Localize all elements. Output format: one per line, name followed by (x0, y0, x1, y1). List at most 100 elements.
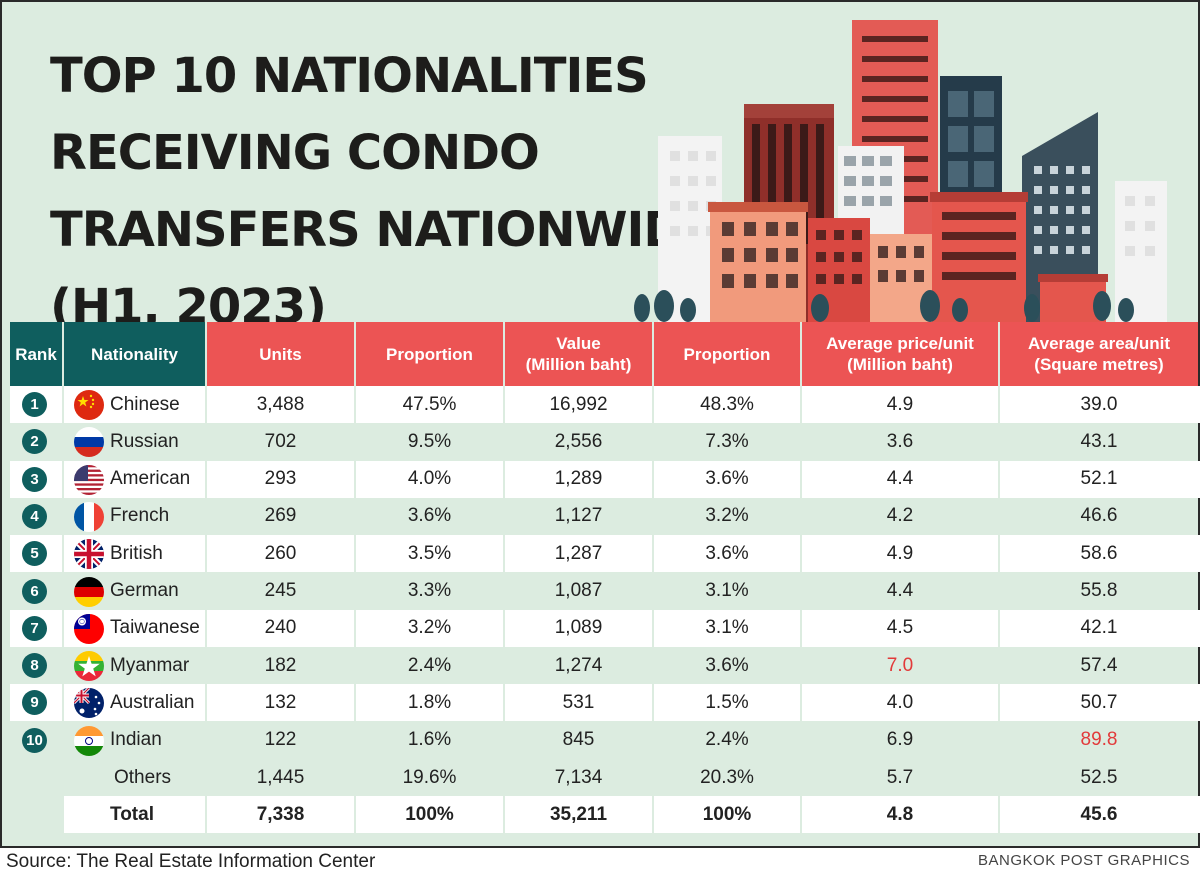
graphics-credit: BANGKOK POST GRAPHICS (978, 852, 1190, 869)
header-avg-price-line2: (Million baht) (847, 355, 953, 374)
column-divider (503, 322, 505, 834)
cell-value: 16,992 (549, 393, 608, 415)
cell-prop-units: 3.5% (407, 542, 452, 564)
cell-units: 240 (264, 617, 297, 639)
header-avg-area: Average area/unit (Square metres) (1000, 322, 1198, 386)
cell-avg-area: 46.6 (1080, 505, 1118, 527)
others-row: Others 1,445 19.6% 7,134 20.3% 5.7 52.5 (10, 759, 1200, 796)
cell-avg-price: 4.5 (886, 617, 914, 639)
infographic-frame: TOP 10 NATIONALITIES RECEIVING CONDO TRA… (0, 0, 1200, 848)
cell-prop-units: 4.0% (407, 468, 452, 490)
cell-value: 1,127 (554, 505, 603, 527)
title-line: RECEIVING CONDO (50, 125, 540, 181)
cell-prop-units: 47.5% (402, 393, 457, 415)
cell-avg-area: 55.8 (1080, 580, 1118, 601)
rank-badge: 7 (22, 615, 47, 641)
nationality-label: Myanmar (110, 654, 190, 676)
header-avg-price-line1: Average price/unit (826, 334, 974, 353)
table-row: 2 Russian 702 9.5% 2,556 7.3% 3.6 43.1 (10, 423, 1200, 460)
cell-avg-price: 4.9 (886, 542, 914, 564)
header-rank: Rank (10, 322, 62, 386)
header-value-line1: Value (556, 334, 601, 353)
table-row: 5 British 260 3.5% 1,287 3.6% 4.9 58.6 (10, 535, 1200, 573)
cell-avg-price: 6.9 (886, 729, 914, 751)
cell-prop-units: 9.5% (407, 430, 452, 452)
chart-title: TOP 10 NATIONALITIES RECEIVING CONDO TRA… (50, 38, 715, 346)
header-value-line2: (Million baht) (525, 355, 632, 374)
nationality-label: Australian (110, 691, 195, 713)
india-flag-icon (74, 725, 104, 756)
row-background (10, 609, 1200, 647)
cell-avg-area: 52.1 (1080, 468, 1118, 490)
cell-value: 845 (562, 729, 595, 751)
header-proportion-value: Proportion (654, 322, 800, 386)
cell-prop-units: 19.6% (402, 766, 457, 788)
table-row: 1 Chinese 3,488 47.5% 16,992 48.3% 4.9 39.0 (10, 386, 1200, 423)
rank-badge: 3 (22, 466, 47, 492)
cell-avg-area: 89.8 (1080, 729, 1118, 751)
cell-value: 1,089 (554, 617, 603, 639)
title-line: TRANSFERS NATIONWIDE (50, 202, 715, 258)
cell-prop-units: 3.3% (407, 580, 452, 601)
cell-prop-value: 100% (702, 803, 752, 825)
nationality-label: Taiwanese (110, 617, 200, 639)
header-avg-area-line2: (Square metres) (1034, 355, 1164, 374)
row-background (10, 684, 1200, 722)
nationality-label: British (110, 542, 163, 564)
nationality-label: American (110, 468, 191, 490)
cell-value: 1,287 (554, 542, 603, 564)
cell-prop-value: 7.3% (705, 430, 749, 452)
cell-units: 3,488 (256, 393, 305, 415)
cell-prop-units: 100% (405, 803, 454, 825)
cell-prop-value: 3.1% (705, 617, 749, 639)
cell-value: 1,274 (554, 654, 603, 676)
cell-value: 531 (562, 691, 595, 713)
cell-units: 245 (264, 580, 297, 601)
title-line: TOP 10 NATIONALITIES (50, 48, 649, 104)
table-row: 10 Indian 122 1.6% 845 2.4% 6.9 89.8 (10, 722, 1200, 759)
cell-value: 35,211 (549, 803, 608, 825)
cell-avg-price: 3.6 (886, 430, 914, 452)
table-row: 7 Taiwanese 240 3.2% 1,089 3.1% 4.5 42.1 (10, 609, 1200, 647)
cell-value: 2,556 (554, 430, 603, 452)
rank-badge: 5 (22, 541, 47, 567)
cell-prop-value: 3.6% (705, 542, 749, 564)
germany-flag-icon (74, 576, 104, 607)
header-proportion-units: Proportion (356, 322, 503, 386)
cell-avg-area: 45.6 (1080, 803, 1118, 825)
rank-badge: 1 (22, 392, 47, 417)
header-avg-area-line1: Average area/unit (1027, 334, 1171, 353)
row-background (64, 796, 1200, 834)
nationality-label: Indian (110, 729, 162, 751)
city-buildings-illustration (634, 20, 1167, 322)
cell-avg-price: 4.4 (886, 580, 914, 601)
nationality-label: Total (110, 803, 154, 825)
china-flag-icon (74, 390, 104, 420)
cell-avg-price: 7.0 (886, 654, 914, 676)
nationality-label: French (110, 505, 170, 527)
cell-value: 1,087 (554, 580, 603, 601)
rank-badge: 4 (22, 503, 47, 529)
column-divider (205, 322, 207, 834)
header-value: Value (Million baht) (505, 322, 652, 386)
cell-prop-units: 3.2% (407, 617, 452, 639)
table-row: 6 German 245 3.3% 1,087 3.1% 4.4 55.8 (10, 573, 1200, 610)
australia-flag-icon (74, 688, 104, 719)
cell-avg-area: 57.4 (1080, 654, 1118, 676)
cell-avg-price: 4.8 (886, 803, 914, 825)
cell-units: 1,445 (256, 766, 305, 788)
france-flag-icon (74, 501, 104, 532)
cell-units: 182 (264, 654, 297, 676)
usa-flag-icon (74, 464, 104, 495)
cell-prop-value: 3.1% (705, 580, 749, 601)
cell-avg-area: 39.0 (1080, 393, 1118, 415)
nationality-label: Others (114, 766, 172, 788)
cell-prop-value: 3.2% (705, 505, 749, 527)
table-row: 4 French 269 3.6% 1,127 3.2% 4.2 46.6 (10, 498, 1200, 535)
cell-avg-price: 4.9 (886, 393, 914, 415)
cell-value: 1,289 (554, 468, 603, 490)
cell-avg-price: 4.0 (886, 691, 914, 713)
cell-prop-units: 3.6% (407, 505, 452, 527)
russia-flag-icon (74, 427, 104, 458)
nationality-label: Russian (110, 430, 179, 452)
